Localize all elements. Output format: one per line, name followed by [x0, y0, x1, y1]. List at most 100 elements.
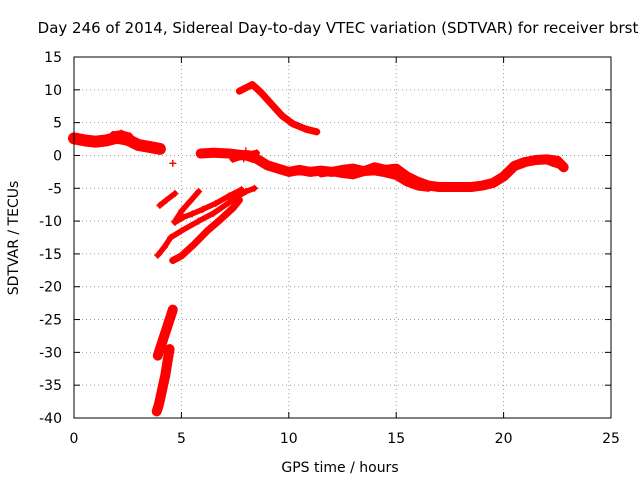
data-point — [169, 159, 177, 167]
y-tick-label: -10 — [39, 214, 62, 230]
y-tick-label: 0 — [53, 148, 62, 164]
data-point — [158, 339, 166, 347]
data-point — [197, 149, 205, 157]
data-point — [210, 209, 218, 217]
data-point — [210, 149, 218, 157]
data-point — [163, 358, 171, 366]
data-point — [203, 227, 211, 235]
y-tick-label: -35 — [39, 378, 62, 394]
data-point — [171, 218, 179, 226]
data-point — [212, 199, 220, 207]
data-point — [229, 204, 237, 212]
data-point — [169, 306, 177, 314]
data-point — [235, 196, 243, 204]
data-point — [134, 141, 142, 149]
y-axis-label: SDTVAR / TECUs — [6, 181, 22, 296]
data-point — [360, 169, 368, 177]
data-point — [289, 120, 297, 128]
data-point — [500, 172, 508, 180]
data-point — [166, 345, 174, 353]
data-point — [177, 207, 185, 215]
data-point — [478, 182, 486, 190]
data-series-arc-lower-a — [155, 185, 258, 258]
data-point — [532, 156, 540, 164]
data-point — [160, 243, 168, 251]
data-point — [349, 165, 357, 173]
data-point — [510, 162, 518, 170]
data-point — [414, 183, 422, 191]
ticks — [73, 56, 612, 419]
data-point — [180, 213, 188, 221]
data-point — [313, 128, 321, 136]
data-series-arc-main — [195, 147, 569, 192]
data-point — [296, 166, 304, 174]
data-point — [392, 165, 400, 173]
data-point — [317, 170, 325, 178]
x-tick-label: 15 — [387, 431, 405, 447]
data-point — [153, 407, 161, 415]
data-point — [169, 256, 177, 264]
data-point — [339, 170, 346, 178]
plot-area — [68, 81, 569, 417]
data-point — [162, 325, 170, 333]
data-point — [157, 391, 165, 399]
y-tick-labels: 15 10 5 0 -5 -10 -15 -20 -25 -30 -35 -40 — [39, 50, 62, 427]
x-tick-label: 10 — [280, 431, 298, 447]
data-point — [543, 157, 551, 165]
data-point — [248, 81, 256, 89]
data-point — [489, 179, 497, 187]
chart-title: Day 246 of 2014, Sidereal Day-to-day VTE… — [38, 19, 639, 37]
data-point — [109, 130, 117, 138]
data-point — [167, 312, 175, 320]
data-point — [171, 190, 179, 198]
data-point — [216, 216, 224, 224]
data-point — [159, 381, 167, 389]
data-point — [177, 252, 185, 260]
data-point — [349, 172, 357, 180]
data-point — [167, 234, 175, 241]
data-point — [446, 183, 454, 191]
data-point — [246, 150, 254, 158]
data-point — [278, 112, 286, 120]
data-point — [229, 155, 237, 163]
data-point — [250, 184, 258, 192]
data-point — [156, 145, 164, 153]
plot-frame — [73, 56, 612, 419]
data-series-arc-upper — [235, 81, 321, 136]
y-tick-label: -40 — [39, 411, 62, 427]
data-point — [560, 165, 568, 173]
data-point — [240, 155, 248, 163]
data-point — [274, 165, 282, 173]
data-point — [242, 84, 250, 92]
data-point — [195, 217, 203, 225]
y-tick-label: -15 — [39, 247, 62, 263]
data-point — [268, 100, 276, 108]
x-tick-labels: 0 5 10 15 20 25 — [70, 431, 620, 447]
data-point — [225, 192, 233, 200]
data-point — [102, 136, 110, 144]
data-point — [457, 183, 465, 191]
y-tick-label: -5 — [48, 181, 62, 197]
data-point — [155, 401, 163, 409]
data-point — [403, 179, 411, 187]
data-point — [242, 188, 250, 196]
data-point — [190, 240, 198, 248]
data-point — [242, 147, 250, 155]
data-point — [549, 159, 557, 167]
data-point — [257, 88, 265, 96]
x-tick-label: 25 — [602, 431, 620, 447]
y-tick-label: 15 — [44, 50, 62, 66]
data-point — [225, 149, 233, 157]
y-tick-label: -25 — [39, 313, 62, 329]
data-point — [154, 352, 162, 360]
x-axis-label: GPS time / hours — [281, 460, 398, 476]
data-point — [81, 136, 89, 144]
data-point — [238, 186, 246, 194]
data-point — [91, 138, 99, 146]
data-point — [188, 210, 196, 218]
grid — [74, 57, 611, 418]
data-point — [435, 183, 443, 191]
data-point — [199, 205, 207, 213]
